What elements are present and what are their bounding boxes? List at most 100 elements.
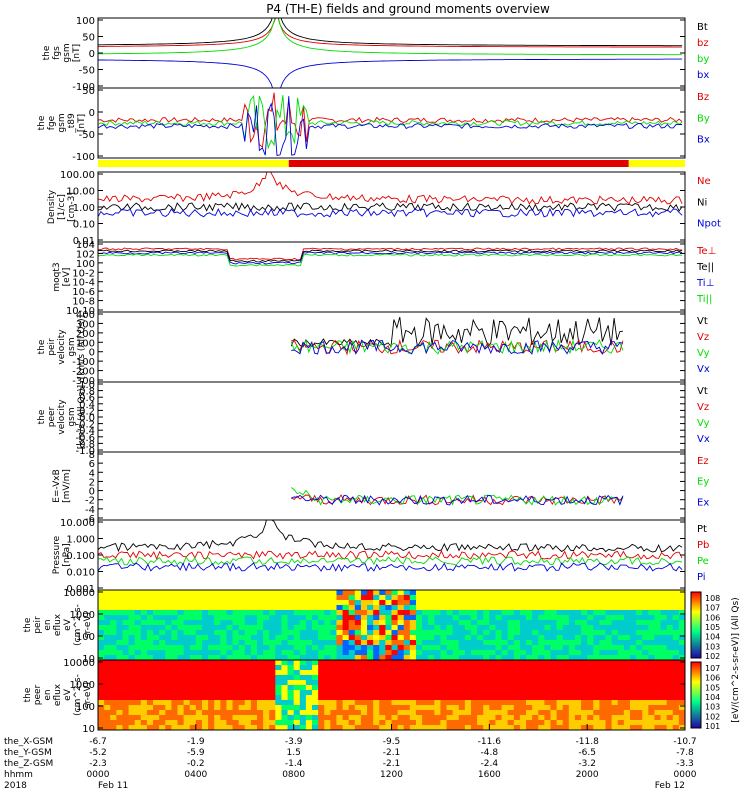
spectrogram-cell — [611, 715, 619, 721]
spectrogram-cell — [354, 675, 362, 681]
spectrogram-cell — [574, 660, 582, 666]
spectrogram-cell — [422, 725, 429, 730]
spectrogram-cell — [605, 695, 613, 701]
legend-Te⊥: Te⊥ — [696, 246, 716, 257]
spectrogram-cell — [336, 715, 344, 721]
spectrogram-cell — [538, 615, 545, 621]
spectrogram-cell — [367, 605, 374, 611]
spectrogram-cell — [470, 655, 478, 660]
spectrogram-cell — [220, 720, 227, 726]
spectrogram-cell — [568, 590, 576, 596]
spectrogram-cell — [367, 655, 374, 660]
spectrogram-cell — [110, 705, 117, 711]
spectrogram-cell — [526, 605, 533, 611]
spectrogram-cell — [110, 685, 117, 691]
spectrogram-cell — [281, 650, 289, 656]
spectrogram-cell — [605, 625, 613, 631]
spectrogram-cell — [354, 625, 362, 631]
spectrogram-cell — [312, 700, 319, 706]
spectrogram-cell — [550, 700, 558, 706]
spectrogram-cell — [440, 635, 448, 641]
spectrogram-cell — [422, 665, 429, 671]
spectrogram-cell — [672, 650, 680, 656]
spectrogram-cell — [244, 590, 252, 596]
spectrogram-cell — [159, 640, 166, 646]
spectrogram-cell — [312, 705, 319, 711]
spectrogram-cell — [385, 715, 392, 721]
spectrogram-cell — [299, 630, 307, 636]
spectrogram-cell — [220, 665, 227, 671]
spectrogram-cell — [305, 725, 313, 730]
spectrogram-cell — [446, 660, 454, 666]
spectrogram-cell — [477, 655, 484, 660]
spectrogram-cell — [177, 605, 185, 611]
spectrogram-cell — [599, 645, 607, 651]
spectrogram-cell — [415, 665, 423, 671]
spectrogram-cell — [605, 705, 613, 711]
spectrogram-cell — [250, 665, 258, 671]
spectrogram-cell — [507, 635, 515, 641]
y-label-line: [mV/m] — [62, 469, 72, 503]
spectrogram-cell — [654, 705, 662, 711]
spectrogram-cell — [220, 625, 227, 631]
spectrogram-cell — [672, 695, 680, 701]
spectrogram-cell — [629, 690, 637, 696]
spectrogram-cell — [226, 685, 234, 691]
spectrogram-cell — [403, 630, 411, 636]
spectrogram-cell — [183, 665, 191, 671]
spectrogram-cell — [636, 640, 643, 646]
spectrogram-cell — [232, 600, 240, 606]
spectrogram-cell — [623, 595, 631, 601]
spectrogram-cell — [354, 630, 362, 636]
spectrogram-cell — [446, 610, 454, 616]
spectrogram-cell — [324, 630, 331, 636]
spectrogram-cell — [458, 675, 466, 681]
spectrogram-cell — [269, 715, 276, 721]
spectrogram-cell — [250, 705, 258, 711]
spectrogram-cell — [348, 650, 356, 656]
spectrogram-cell — [648, 600, 655, 606]
spectrogram-cell — [171, 665, 178, 671]
spectrogram-cell — [348, 695, 356, 701]
spectrogram-cell — [201, 700, 209, 706]
spectrogram-cell — [562, 650, 570, 656]
spectrogram-cell — [507, 690, 515, 696]
spectrogram-cell — [153, 685, 160, 691]
spectrogram-cell — [379, 635, 386, 641]
spectrogram-cell — [623, 670, 631, 676]
spectrogram-cell — [489, 645, 496, 651]
spectrogram-cell — [256, 620, 264, 626]
spectrogram-cell — [134, 715, 142, 721]
spectrogram-cell — [98, 615, 105, 621]
spectrogram-cell — [293, 655, 301, 660]
spectrogram-cell — [336, 590, 344, 596]
spectrogram-cell — [379, 680, 386, 686]
spectrogram-cell — [617, 645, 625, 651]
spectrogram-cell — [305, 640, 313, 646]
series-Ni — [98, 202, 683, 212]
spectrogram-cell — [532, 665, 539, 671]
spectrogram-cell — [342, 665, 350, 671]
spectrogram-cell — [660, 590, 668, 596]
spectrogram-cell — [367, 685, 374, 691]
spectrogram-cell — [238, 725, 246, 730]
spectrogram-cell — [477, 640, 484, 646]
spectrogram-cell — [581, 710, 588, 716]
spectrogram-cell — [403, 690, 411, 696]
spectrogram-cell — [250, 670, 258, 676]
spectrogram-cell — [581, 720, 588, 726]
spectrogram-cell — [507, 625, 515, 631]
spectrogram-cell — [422, 675, 429, 681]
x-tick-label: 1.5 — [287, 748, 301, 758]
spectrogram-cell — [611, 720, 619, 726]
panel-frame — [97, 381, 686, 453]
spectrogram-cell — [666, 655, 674, 660]
spectrogram-cell — [526, 650, 533, 656]
spectrogram-cell — [489, 705, 496, 711]
spectrogram-cell — [373, 640, 380, 646]
spectrogram-cell — [464, 710, 472, 716]
spectrogram-cell — [208, 665, 215, 671]
spectrogram-cell — [409, 650, 417, 656]
y-axis-label: the fgs gsm [nT] — [42, 43, 82, 62]
spectrogram-cell — [385, 645, 392, 651]
